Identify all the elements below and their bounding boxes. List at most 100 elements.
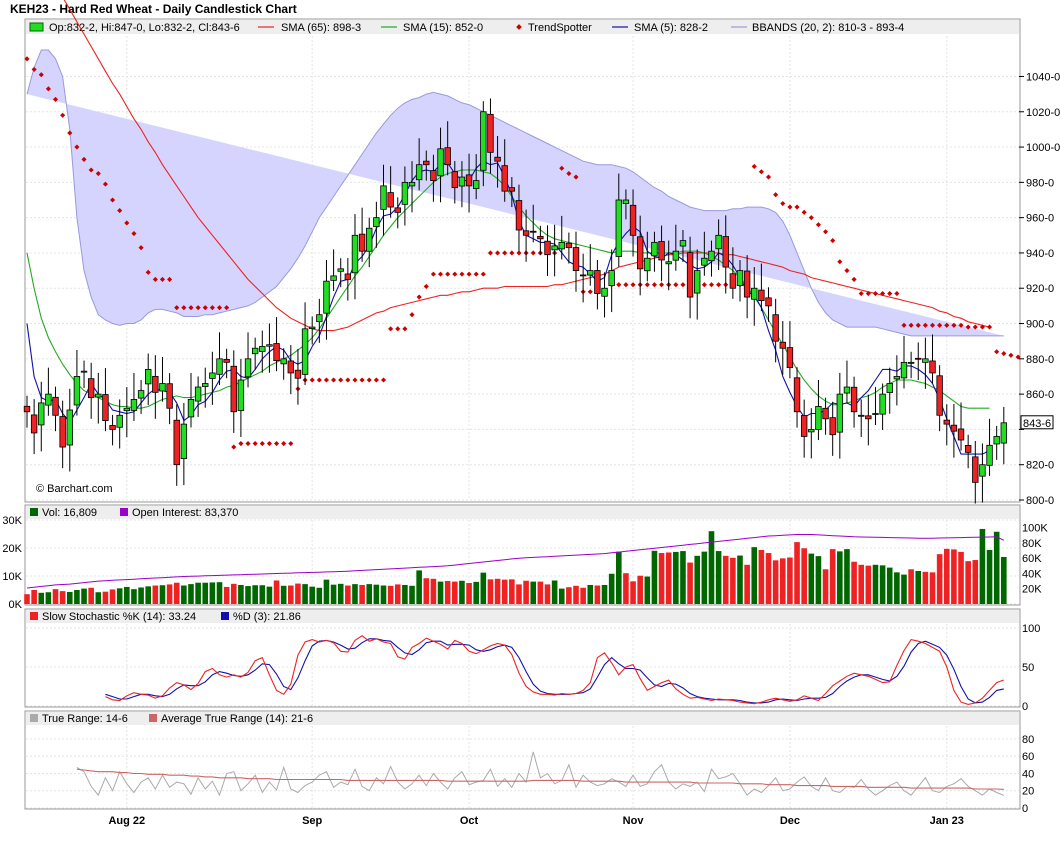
- candle-body: [843, 386, 851, 394]
- volume-bar: [894, 572, 900, 604]
- volume-bar: [195, 582, 201, 604]
- sma5-line: [26, 160, 990, 455]
- trendspotter-marker: [502, 250, 508, 256]
- trendspotter-marker: [388, 326, 394, 332]
- volume-bar: [145, 586, 152, 604]
- candle-body: [373, 217, 380, 228]
- candle-body: [351, 234, 359, 274]
- volume-bar: [708, 531, 715, 604]
- candle-body: [793, 377, 801, 413]
- volume-bar: [466, 583, 472, 604]
- volume-bar: [687, 562, 693, 604]
- trendspotter-marker: [773, 192, 779, 198]
- volume-bar: [81, 588, 87, 604]
- price-tick-label: 800-0: [1026, 495, 1054, 507]
- price-tick-label: 820-0: [1026, 460, 1054, 472]
- stochastic-legend: Slow Stochastic %K (14): 33.24 %D (3): 2…: [30, 611, 301, 623]
- candle-body: [579, 274, 587, 277]
- volume-bar: [416, 570, 422, 604]
- volume-bar: [530, 581, 537, 604]
- stochastic-panel: [24, 608, 1021, 708]
- true-range-legend: True Range: 14-6 Average True Range (14)…: [30, 713, 313, 725]
- candle-body: [23, 405, 31, 413]
- candle-body: [451, 171, 458, 189]
- candle-body: [679, 240, 687, 247]
- volume-legend: Vol: 16,809 Open Interest: 83,370: [30, 507, 238, 519]
- trendspotter-marker: [117, 208, 123, 214]
- open-interest-line: [26, 534, 1005, 589]
- volume-bar: [915, 570, 922, 604]
- candle-body: [886, 383, 893, 393]
- volume-bar: [409, 585, 415, 604]
- bollinger-band-area: [26, 49, 1004, 337]
- volume-bar: [95, 592, 102, 604]
- trendspotter-marker: [338, 377, 344, 383]
- price-tick-label: 980-0: [1026, 177, 1054, 189]
- trendspotter-marker: [45, 86, 51, 92]
- volume-bar: [751, 547, 758, 604]
- candle-body: [401, 181, 409, 205]
- candle-body: [808, 429, 815, 433]
- volume-bar: [116, 588, 123, 604]
- bollinger-bands: [26, 49, 1004, 337]
- candle-body: [979, 464, 986, 477]
- candle-body: [615, 199, 622, 257]
- candle-body: [480, 111, 487, 171]
- stoch-tick-label: 50: [1022, 662, 1034, 674]
- legend-true-range: True Range: 14-6: [42, 713, 128, 725]
- trendspotter-marker: [844, 268, 850, 274]
- volume-bar: [131, 589, 137, 604]
- volume-bar: [209, 582, 216, 604]
- candle-body: [187, 399, 195, 418]
- volume-bar: [929, 572, 936, 604]
- candle-body: [651, 241, 658, 257]
- trendspotter-marker: [152, 276, 158, 282]
- volume-bar: [323, 579, 330, 604]
- volume-bar: [601, 584, 608, 604]
- candle-body: [102, 394, 109, 421]
- trendspotter-marker: [202, 305, 208, 311]
- candle-body: [800, 415, 808, 437]
- volume-bar: [758, 549, 765, 604]
- candle-body: [594, 270, 601, 294]
- price-tick-label: 900-0: [1026, 319, 1054, 331]
- chart-title: KEH23 - Hard Red Wheat - Daily Candlesti…: [10, 2, 297, 16]
- volume-bar: [509, 579, 515, 604]
- volume-bar: [694, 555, 701, 604]
- volume-bar: [587, 584, 594, 604]
- volume-bar: [45, 592, 52, 604]
- candle-body: [786, 347, 794, 369]
- volume-bar: [387, 585, 394, 604]
- volume-bar: [623, 573, 629, 604]
- volume-bar: [109, 589, 116, 604]
- trendspotter-marker: [102, 181, 108, 187]
- volume-bar: [523, 580, 529, 604]
- candle-body: [815, 406, 822, 430]
- volume-bar: [459, 580, 465, 604]
- volume-bar: [295, 583, 301, 604]
- candle-body: [458, 176, 466, 187]
- candle-body: [216, 358, 223, 375]
- watermark: © Barchart.com: [36, 483, 113, 495]
- candle-body: [907, 361, 915, 364]
- volume-bar: [851, 561, 857, 604]
- volume-bar: [352, 584, 358, 604]
- price-tick-label: 860-0: [1026, 389, 1054, 401]
- trendspotter-marker: [188, 305, 194, 311]
- volume-bar: [380, 585, 387, 604]
- volume-bar: [665, 552, 672, 604]
- trendspotter-marker: [480, 271, 486, 277]
- price-tick-label: 920-0: [1026, 283, 1054, 295]
- candle-body: [743, 270, 751, 298]
- volume-bar: [922, 571, 929, 604]
- volume-bar: [993, 531, 1000, 604]
- volume-bar: [808, 553, 815, 604]
- volume-bar: [487, 579, 494, 604]
- trendspotter-marker: [181, 305, 187, 311]
- volume-bar: [615, 551, 622, 604]
- volume-bar: [594, 585, 601, 604]
- volume-bar: [238, 584, 244, 604]
- trendspotter-marker: [245, 440, 251, 447]
- candle-body: [986, 444, 993, 466]
- trendspotter-marker: [858, 290, 864, 297]
